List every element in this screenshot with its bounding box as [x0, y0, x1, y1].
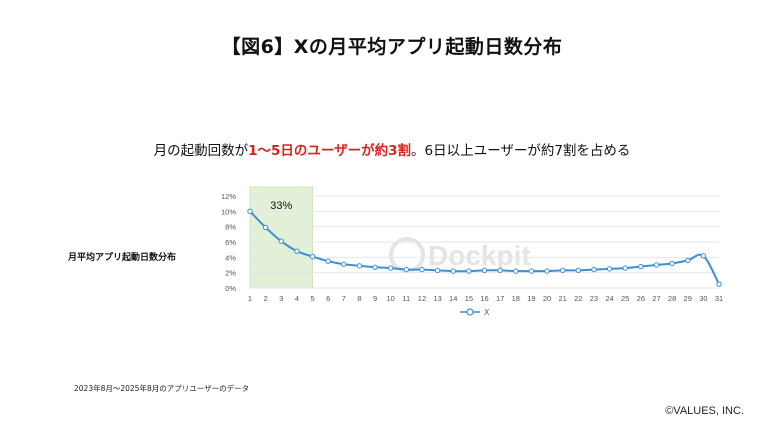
- y-tick-label: 12%: [221, 192, 236, 201]
- data-point: [591, 266, 597, 273]
- y-tick-label: 10%: [221, 207, 236, 216]
- y-tick-label: 2%: [225, 269, 236, 278]
- x-tick-label: 25: [621, 294, 629, 303]
- data-point: [481, 267, 488, 274]
- data-point: [372, 264, 378, 270]
- footnote: 2023年8月～2025年8月のアプリユーザーのデータ: [74, 384, 250, 393]
- watermark: [389, 237, 425, 273]
- x-tick-label: 20: [543, 294, 551, 303]
- copyright: ©VALUES, INC.: [665, 405, 744, 417]
- data-point: [700, 253, 707, 259]
- x-tick-label: 17: [496, 294, 504, 303]
- data-point: [309, 253, 316, 260]
- x-tick-label: 10: [387, 294, 395, 303]
- x-tick-label: 15: [465, 294, 473, 303]
- x-tick-label: 24: [605, 294, 613, 303]
- y-tick-label: 6%: [225, 238, 236, 247]
- x-tick-label: 11: [402, 294, 410, 303]
- watermark-text: Dockpit: [428, 240, 531, 271]
- x-tick-label: 18: [512, 294, 520, 303]
- x-tick-label: 9: [373, 294, 377, 303]
- headline: 月の起動回数が1～5日のユーザーが約3割。6日以上ユーザーが約7割を占める: [0, 139, 784, 159]
- data-point: [262, 224, 269, 231]
- x-tick-label: 26: [637, 294, 645, 303]
- data-point: [544, 268, 550, 274]
- x-tick-label: 6: [326, 294, 330, 303]
- data-point: [528, 268, 535, 274]
- data-point: [278, 238, 284, 244]
- data-point: [434, 267, 441, 274]
- legend-marker: [466, 308, 474, 316]
- x-tick-label: 2: [264, 294, 268, 303]
- data-point: [559, 267, 566, 274]
- data-point: [669, 260, 675, 267]
- y-tick-label: 4%: [225, 253, 236, 262]
- data-point: [685, 257, 691, 264]
- data-point: [247, 208, 253, 215]
- x-tick-label: 28: [668, 294, 676, 303]
- x-tick-label: 1: [248, 294, 252, 303]
- data-point: [341, 261, 347, 267]
- data-point: [638, 263, 644, 270]
- data-point: [450, 268, 456, 274]
- x-tick-label: 8: [357, 294, 361, 303]
- headline-suffix: 。6日以上ユーザーが約7割を占める: [411, 143, 631, 159]
- x-tick-label: 31: [715, 294, 723, 303]
- x-tick-label: 30: [699, 294, 707, 303]
- x-tick-label: 27: [652, 294, 660, 303]
- x-tick-label: 7: [342, 294, 346, 303]
- x-tick-label: 13: [433, 294, 441, 303]
- headline-highlight: 1～5日のユーザーが約3割: [248, 143, 411, 159]
- x-tick-label: 19: [527, 294, 535, 303]
- data-point: [575, 267, 581, 274]
- y-tick-label: 8%: [225, 223, 236, 232]
- x-tick-label: 14: [449, 294, 457, 303]
- data-point: [716, 281, 722, 287]
- legend-label: X: [484, 308, 490, 317]
- headline-prefix: 月の起動回数が: [153, 143, 249, 159]
- data-point: [513, 268, 519, 274]
- x-tick-label: 12: [418, 294, 426, 303]
- x-tick-label: 5: [310, 294, 314, 303]
- data-point: [653, 262, 660, 268]
- data-point: [497, 267, 503, 274]
- data-point: [606, 266, 613, 272]
- data-point: [403, 266, 410, 273]
- x-tick-label: 29: [684, 294, 692, 303]
- x-tick-label: 16: [480, 294, 488, 303]
- x-tick-label: 22: [574, 294, 582, 303]
- y-axis-label: 月平均アプリ起動日数分布: [68, 253, 177, 263]
- watermark-logo-icon: [389, 237, 425, 273]
- data-point: [466, 268, 472, 274]
- page-title: 【図6】Xの月平均アプリ起動日数分布: [221, 36, 563, 58]
- x-tick-label: 3: [279, 294, 283, 303]
- y-tick-label: 0%: [225, 284, 236, 293]
- data-point: [388, 265, 394, 271]
- highlight-percentage-label: 33%: [270, 200, 292, 212]
- x-tick-label: 23: [590, 294, 598, 303]
- x-tick-label: 4: [295, 294, 299, 303]
- x-tick-label: 21: [558, 294, 566, 303]
- data-point: [294, 248, 300, 254]
- data-point: [356, 263, 363, 269]
- data-point: [622, 265, 628, 271]
- data-point: [419, 266, 425, 273]
- data-point: [325, 258, 331, 264]
